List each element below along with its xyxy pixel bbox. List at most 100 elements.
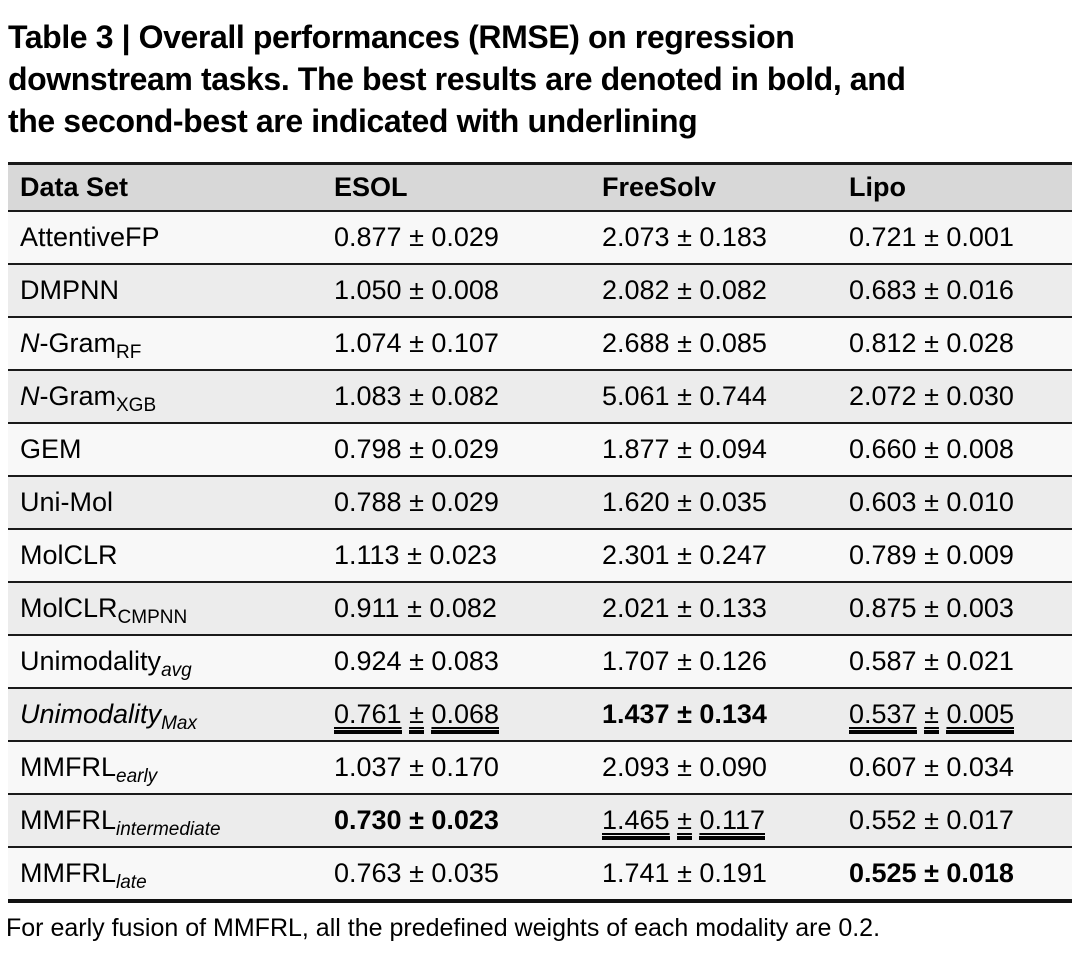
row-label-text: N [20,381,40,411]
row-label-text: MMFRL [20,805,116,835]
row-label: N-GramXGB [8,370,322,424]
row-label: MMFRLintermediate [8,794,322,848]
value-cell: 0.812 ± 0.028 [837,317,1072,371]
value-cell: 0.911 ± 0.082 [322,582,590,636]
underlined-value-token: 0.068 [431,699,500,734]
value-cell: 0.924 ± 0.083 [322,635,590,689]
table-title-line-3: the second-best are indicated with under… [8,103,698,139]
row-label-text: DMPNN [20,275,119,305]
table-row: DMPNN 1.050 ± 0.008 2.082 ± 0.082 0.683 ± 0… [8,264,1072,318]
value-cell: 0.552 ± 0.017 [837,794,1072,848]
row-label-text: N [20,328,40,358]
value-cell: 0.537 ± 0.005 [837,688,1072,742]
value-cell: 0.607 ± 0.034 [837,741,1072,795]
table-row: MolCLRCMPNN 0.911 ± 0.082 2.021 ± 0.133 0.8… [8,582,1072,636]
value-cell: 2.301 ± 0.247 [590,529,837,583]
value-cell: 0.603 ± 0.010 [837,476,1072,530]
row-label-subscript: late [116,872,147,893]
value-cell: 0.761 ± 0.068 [322,688,590,742]
table-row: UnimodalityMax 0.761 ± 0.068 1.437 ± 0.134… [8,688,1072,742]
table-row: N-GramRF 1.074 ± 0.107 2.688 ± 0.085 0.812 … [8,317,1072,371]
row-label-text: AttentiveFP [20,222,160,252]
row-label-text: Unimodality [20,646,162,676]
underlined-value-token: 0.005 [946,699,1015,734]
row-label: MolCLR [8,529,322,583]
table-footnote: For early fusion of MMFRL, all the prede… [6,914,881,942]
table-row: Uni-Mol 0.788 ± 0.029 1.620 ± 0.035 0.603 ±… [8,476,1072,530]
row-label-subscript: early [116,766,158,787]
table-row: MMFRLintermediate 0.730 ± 0.023 1.465 ± 0.… [8,794,1072,848]
table-title-line-2: downstream tasks. The best results are d… [8,61,906,97]
row-label-text: MolCLR [20,593,118,623]
value-cell: 2.073 ± 0.183 [590,211,837,265]
row-label-text: GEM [20,434,82,464]
value-cell: 1.877 ± 0.094 [590,423,837,477]
row-label-subscript: RF [116,342,142,363]
table-row: MMFRLlate 0.763 ± 0.035 1.741 ± 0.191 0.525… [8,847,1072,901]
underlined-value-token: ± [409,699,424,734]
table-row: MolCLR 1.113 ± 0.023 2.301 ± 0.247 0.789 ± … [8,529,1072,583]
table-row: MMFRLearly 1.037 ± 0.170 2.093 ± 0.090 0.60… [8,741,1072,795]
underlined-value-token: ± [924,699,939,734]
value-cell: 0.875 ± 0.003 [837,582,1072,636]
value-cell: 0.763 ± 0.035 [322,847,590,901]
value-cell: 1.465 ± 0.117 [590,794,837,848]
row-label: Uni-Mol [8,476,322,530]
header-row: Data Set ESOL FreeSolv Lipo [8,163,1072,212]
value-cell: 2.021 ± 0.133 [590,582,837,636]
underlined-value-token: 0.117 [699,805,765,840]
value-cell: 2.072 ± 0.030 [837,370,1072,424]
value-cell: 1.037 ± 0.170 [322,741,590,795]
row-label-subscript: intermediate [116,819,221,840]
value-cell: 1.620 ± 0.035 [590,476,837,530]
value-cell: 0.721 ± 0.001 [837,211,1072,265]
row-label: GEM [8,423,322,477]
row-label-text: MolCLR [20,540,118,570]
table-title-line-1: Table 3 | Overall performances (RMSE) on… [8,19,795,55]
value-cell: 0.730 ± 0.023 [322,794,590,848]
value-cell: 0.525 ± 0.018 [837,847,1072,901]
value-cell: 1.437 ± 0.134 [590,688,837,742]
row-label-text: -Gram [39,381,117,411]
value-cell: 1.083 ± 0.082 [322,370,590,424]
value-cell: 0.660 ± 0.008 [837,423,1072,477]
value-cell: 1.741 ± 0.191 [590,847,837,901]
table-row: Unimodalityavg 0.924 ± 0.083 1.707 ± 0.126… [8,635,1072,689]
row-label-text: MMFRL [20,858,116,888]
column-header-lipo: Lipo [837,163,1072,212]
row-label: MMFRLlate [8,847,322,901]
value-cell: 1.074 ± 0.107 [322,317,590,371]
value-cell: 0.587 ± 0.021 [837,635,1072,689]
row-label-text: MMFRL [20,752,116,782]
value-cell: 0.683 ± 0.016 [837,264,1072,318]
value-cell: 2.093 ± 0.090 [590,741,837,795]
value-cell: 0.788 ± 0.029 [322,476,590,530]
value-cell: 0.789 ± 0.009 [837,529,1072,583]
row-label: MMFRLearly [8,741,322,795]
underlined-value-token: 0.761 [334,699,402,734]
row-label: DMPNN [8,264,322,318]
value-cell: 1.707 ± 0.126 [590,635,837,689]
row-label: N-GramRF [8,317,322,371]
row-label-text: Uni-Mol [20,487,114,517]
row-label-subscript: avg [161,660,192,681]
underlined-value-token: 0.537 [849,699,917,734]
column-header-freesolv: FreeSolv [590,163,837,212]
value-cell: 1.113 ± 0.023 [322,529,590,583]
underlined-value-token: ± [677,805,692,840]
row-label: UnimodalityMax [8,688,322,742]
table-row: N-GramXGB 1.083 ± 0.082 5.061 ± 0.744 2.072… [8,370,1072,424]
value-cell: 1.050 ± 0.008 [322,264,590,318]
value-cell: 2.688 ± 0.085 [590,317,837,371]
row-label: AttentiveFP [8,211,322,265]
value-cell: 2.082 ± 0.082 [590,264,837,318]
row-label: Unimodalityavg [8,635,322,689]
row-label-text: Unimodality [20,699,162,729]
row-label-text: -Gram [39,328,117,358]
row-label: MolCLRCMPNN [8,582,322,636]
value-cell: 5.061 ± 0.744 [590,370,837,424]
table-row: AttentiveFP 0.877 ± 0.029 2.073 ± 0.183 0.7… [8,211,1072,265]
results-table: Data Set ESOL FreeSolv Lipo AttentiveFP 0… [8,162,1072,903]
value-cell: 0.877 ± 0.029 [322,211,590,265]
